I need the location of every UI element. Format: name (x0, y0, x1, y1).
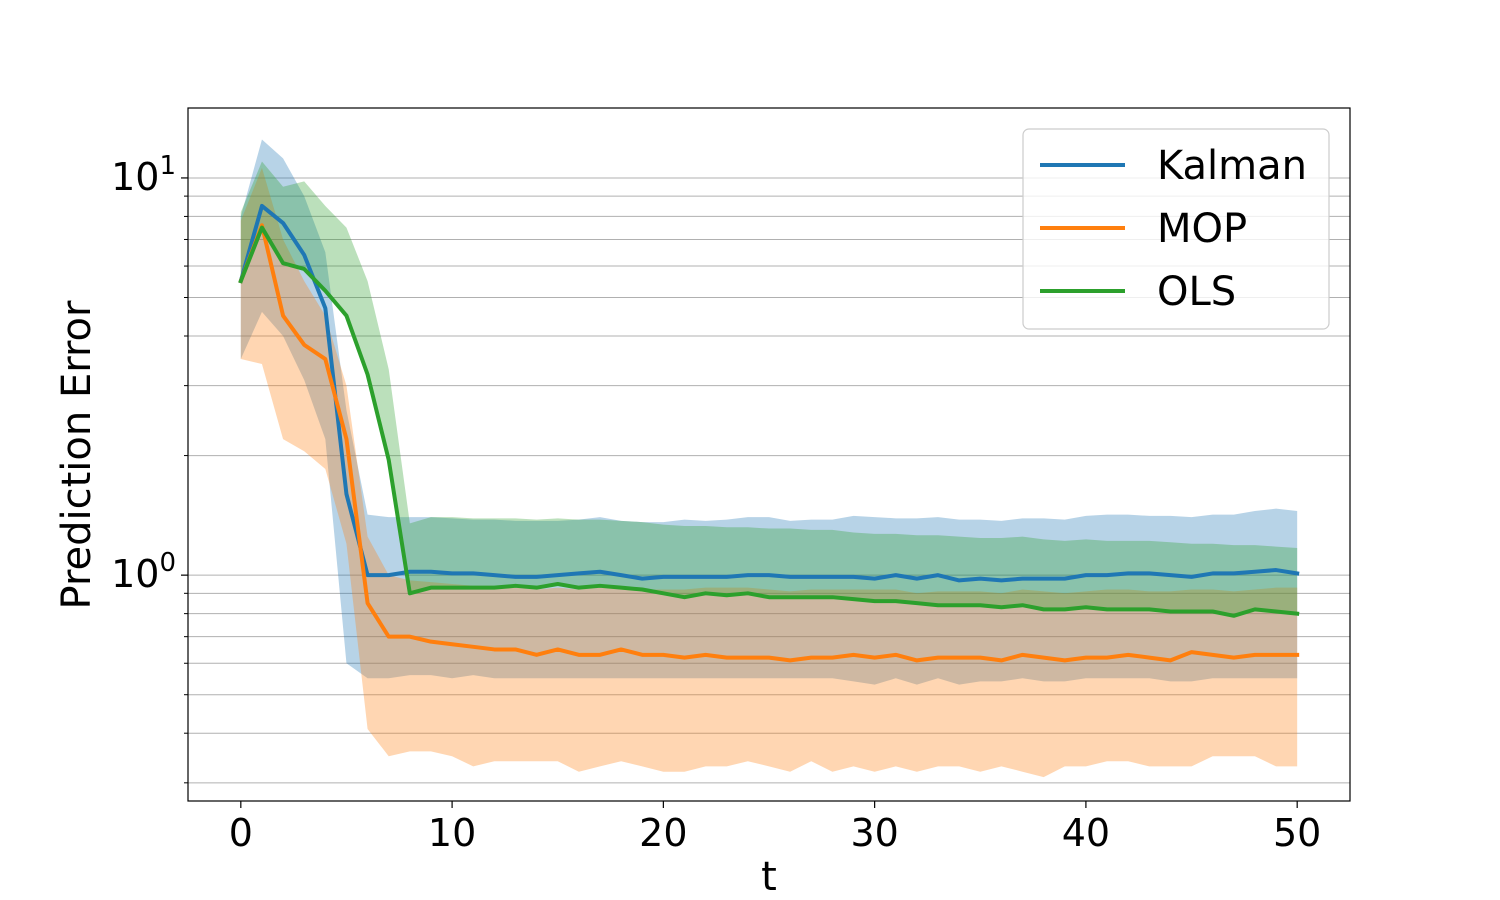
legend-label-ols: OLS (1157, 269, 1236, 315)
y-axis-label: Prediction Error (54, 300, 100, 609)
x-tick-label: 10 (428, 811, 476, 855)
x-tick-label: 30 (850, 811, 898, 855)
x-tick-label: 20 (639, 811, 687, 855)
y-tick-label: 100 (111, 548, 176, 596)
y-axis-ticks: 100 101 (111, 151, 188, 784)
legend: Kalman MOP OLS (1022, 128, 1330, 330)
band-mop (240, 167, 1298, 778)
x-axis-ticks: 0 10 20 30 40 50 (229, 801, 1321, 855)
x-tick-label: 40 (1062, 811, 1110, 855)
legend-label-mop: MOP (1157, 206, 1247, 252)
x-tick-label: 50 (1273, 811, 1321, 855)
band-kalman (240, 139, 1298, 685)
legend-box (1022, 128, 1330, 330)
x-tick-label: 0 (229, 811, 253, 855)
line-layer (238, 203, 1300, 663)
legend-label-kalman: Kalman (1157, 143, 1307, 189)
y-tick-label: 101 (111, 151, 176, 199)
series-line-ols (238, 225, 1300, 618)
series-line-mop (238, 223, 1300, 663)
series-line-kalman (238, 203, 1300, 583)
plot-frame (187, 107, 1351, 802)
band-ols (240, 161, 1298, 616)
x-axis-label: t (761, 854, 777, 900)
band-layer (240, 139, 1298, 778)
